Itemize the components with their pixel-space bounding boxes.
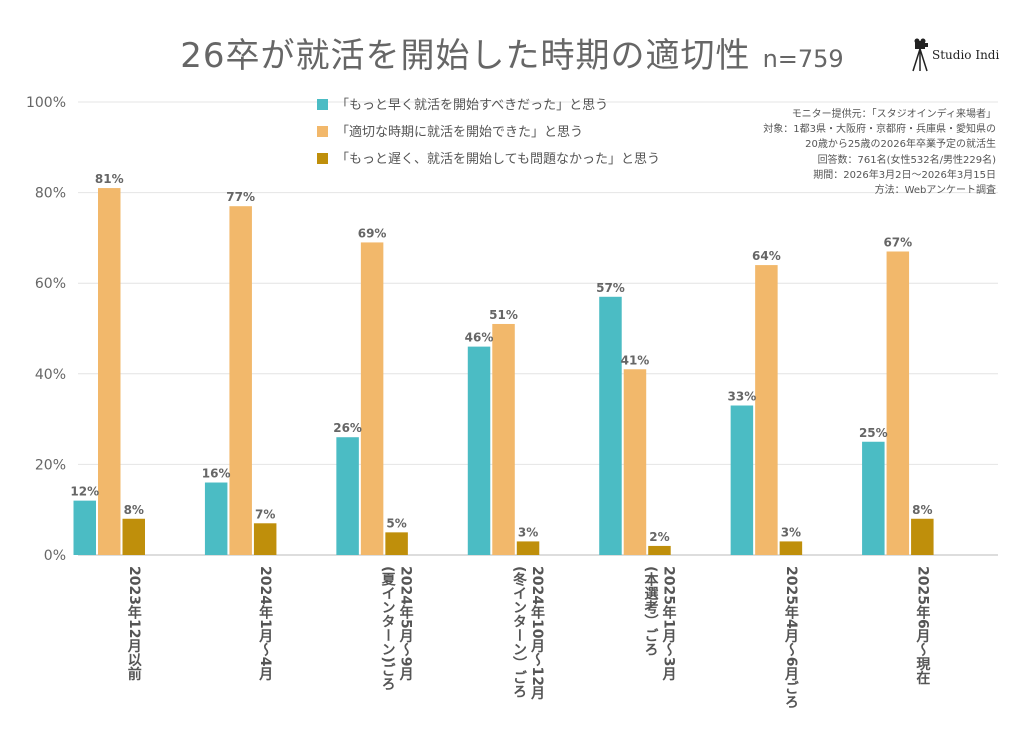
data-labels: 12% 16% 26% 46% 57% 33% 25% 81% 77% 69% 51% 41% 64% 6… — [70, 172, 932, 544]
survey-info-line: モニター提供元：「スタジオインディ来場者」 — [791, 109, 996, 120]
data-label: 81% — [95, 172, 124, 186]
logo-text: Studio Indi — [932, 48, 1000, 62]
bar — [779, 541, 803, 555]
x-tick-label: (冬インターン）ごろ — [511, 566, 528, 699]
survey-info-line: 20歳から25歳の2026年卒業予定の就活生 — [805, 139, 996, 151]
x-tick-label: 2025年4月〜6月ごろ — [783, 566, 800, 709]
bar — [360, 242, 384, 555]
x-tick-label: 2023年12月以前 — [126, 566, 143, 682]
survey-info-line: 対象：1都3県・大阪府・京都府・兵庫県・愛知県の — [763, 124, 996, 136]
survey-info-line: 期間：2026年3月2日〜2026年3月15日 — [813, 169, 996, 181]
legend-label: 「もっと遅く、就活を開始しても問題なかった」と思う — [336, 152, 660, 167]
bar — [516, 541, 540, 555]
x-tick-label: (本選考）ごろ — [642, 566, 659, 657]
data-label: 3% — [518, 525, 538, 539]
y-tick-label: 80% — [35, 186, 66, 202]
bar — [98, 188, 121, 555]
data-label: 8% — [124, 503, 144, 517]
bar — [886, 251, 910, 556]
bar — [122, 518, 145, 555]
legend-label: 「もっと早く就活を開始すべきだった」と思う — [336, 98, 608, 113]
data-label: 3% — [781, 525, 801, 539]
survey-info-line: 方法：Webアンケート調査 — [874, 185, 996, 197]
bar — [253, 523, 277, 555]
x-tick-label: (夏インターン)ごろ — [380, 566, 396, 691]
x-tick-label: 2024年10月〜12月 — [529, 566, 546, 701]
sample-size: n=759 — [762, 45, 844, 73]
bar — [599, 296, 622, 555]
y-tick-label: 20% — [35, 457, 66, 473]
data-label: 16% — [202, 467, 231, 481]
data-label: 41% — [621, 353, 650, 367]
y-tick-label: 100% — [26, 95, 66, 111]
x-tick-label: 2025年1月〜3月 — [660, 566, 677, 682]
data-label: 33% — [728, 390, 757, 404]
studio-logo: Studio Indi — [910, 38, 999, 72]
legend-swatch — [317, 99, 328, 110]
data-label: 7% — [255, 507, 275, 521]
bar — [911, 518, 934, 555]
bar — [623, 369, 647, 555]
x-tick-label: 2025年6月〜現在 — [914, 566, 931, 686]
data-label: 46% — [465, 331, 494, 345]
bar — [385, 532, 408, 555]
survey-info-line: 回答数：761名(女性532名/男性229名) — [817, 154, 996, 166]
bars — [73, 188, 934, 556]
legend: 「もっと早く就活を開始すべきだった」と思う「適切な時期に就活を開始できた」と思う… — [317, 98, 660, 167]
survey-info: モニター提供元：「スタジオインディ来場者」 対象：1都3県・大阪府・京都府・兵庫… — [763, 107, 996, 198]
legend-swatch — [317, 126, 328, 137]
data-label: 12% — [70, 485, 99, 499]
x-tick-label: 2024年1月〜4月 — [257, 566, 274, 682]
bar — [204, 482, 228, 555]
x-tick-label: 2024年5月〜9月 — [398, 566, 415, 682]
data-label: 2% — [649, 530, 669, 544]
bar — [862, 441, 885, 555]
y-tick-label: 60% — [35, 276, 66, 292]
data-label: 67% — [883, 235, 912, 249]
bar — [492, 323, 515, 555]
data-label: 5% — [386, 516, 406, 530]
chart-title-text: 26卒が就活を開始した時期の適切性 — [180, 36, 751, 76]
camera-tripod-icon — [912, 38, 928, 72]
legend-swatch — [317, 153, 328, 164]
y-axis-ticks: 0% 20% 40% 60% 80% 100% — [26, 95, 66, 564]
legend-label: 「適切な時期に就活を開始できた」と思う — [336, 124, 583, 140]
data-label: 26% — [333, 421, 362, 435]
data-label: 69% — [358, 226, 387, 240]
bar — [467, 346, 491, 555]
data-label: 57% — [596, 281, 625, 295]
data-label: 77% — [226, 190, 255, 204]
bar — [755, 265, 778, 555]
chart-title: 26卒が就活を開始した時期の適切性 n=759 — [0, 28, 1024, 77]
data-label: 51% — [489, 308, 518, 322]
bar — [730, 405, 754, 555]
data-label: 8% — [912, 503, 932, 517]
bar — [229, 206, 252, 555]
bar — [336, 437, 359, 555]
data-label: 64% — [752, 249, 781, 263]
data-label: 25% — [859, 426, 888, 440]
bar — [73, 500, 96, 555]
y-tick-label: 40% — [35, 367, 66, 383]
x-axis-ticks: 2023年12月以前 2024年1月〜4月 2024年5月〜9月(夏インターン)ごろ… — [126, 566, 932, 709]
bar — [648, 545, 671, 555]
y-tick-label: 0% — [44, 548, 66, 564]
